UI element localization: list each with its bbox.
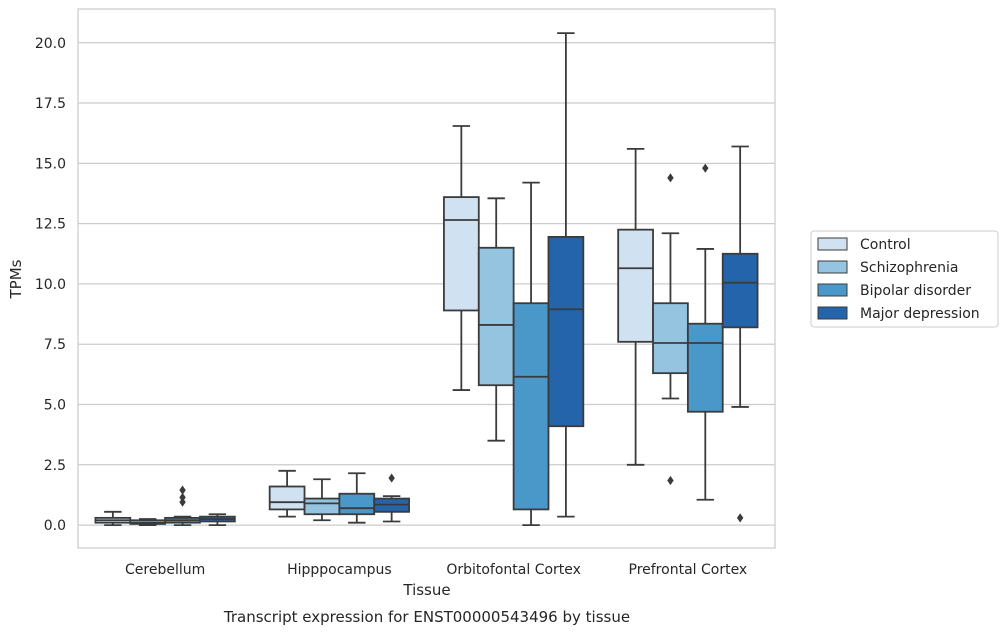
outlier-point	[179, 497, 186, 507]
y-tick-label: 5.0	[44, 398, 66, 414]
legend-entry: Schizophrenia	[860, 260, 958, 276]
box-schizophrenia	[129, 518, 167, 526]
box-control	[443, 125, 480, 391]
legend-entry: Control	[860, 237, 911, 253]
x-tick-label: Cerebellum	[125, 562, 205, 578]
outlier-point	[388, 473, 395, 483]
box-bipolar-disorder	[164, 485, 201, 526]
y-tick-label: 0.0	[44, 518, 66, 534]
y-tick-label: 20.0	[35, 36, 66, 52]
box-body	[338, 492, 376, 516]
legend-entry: Bipolar disorder	[860, 283, 971, 299]
box-body	[512, 302, 550, 511]
box-body	[443, 196, 480, 312]
legend-swatch	[817, 260, 848, 274]
legend-frame	[810, 230, 999, 328]
box-body	[268, 485, 306, 511]
box-body	[652, 302, 689, 375]
y-tick-labels: 0.0 2.5 5.0 7.5 10.0 12.5 15.0 17.5 20.0	[35, 36, 66, 534]
box-control	[94, 510, 132, 526]
box-bipolar-disorder	[512, 181, 550, 526]
outlier-point	[179, 492, 186, 502]
y-tick-label: 12.5	[35, 217, 66, 233]
outlier-point	[702, 163, 709, 173]
y-axis-label: TPMs	[7, 259, 25, 299]
x-tick-label: Prefrontal Cortex	[629, 562, 748, 578]
box-bipolar-disorder	[338, 472, 376, 524]
legend: Control Schizophrenia Bipolar disorder Majo…	[810, 230, 999, 328]
box-layer	[94, 32, 759, 526]
legend-swatch	[817, 237, 848, 251]
box-body	[547, 235, 585, 428]
outlier-point	[736, 513, 744, 523]
box-body	[303, 497, 341, 516]
box-major-depression	[373, 473, 410, 523]
legend-swatch	[817, 306, 848, 320]
box-schizophrenia	[652, 173, 689, 486]
box-body	[721, 252, 759, 329]
box-major-depression	[199, 513, 236, 526]
box-control	[268, 469, 306, 518]
box-major-depression	[721, 145, 759, 523]
y-tick-label: 15.0	[35, 156, 66, 172]
y-tick-label: 17.5	[35, 96, 66, 112]
box-body	[686, 322, 724, 413]
y-tick-label: 10.0	[35, 277, 66, 293]
box-schizophrenia	[477, 197, 515, 442]
box-schizophrenia	[303, 478, 341, 522]
box-control	[617, 147, 654, 466]
x-tick-label: Hipppocampus	[287, 562, 392, 578]
box-body	[477, 246, 515, 387]
box-bipolar-disorder	[686, 163, 724, 501]
outlier-point	[667, 475, 674, 486]
plot-frame	[77, 8, 776, 549]
y-tick-label: 2.5	[44, 458, 66, 474]
box-major-depression	[547, 32, 585, 518]
x-tick-label: Orbitofontal Cortex	[446, 562, 581, 578]
outlier-point	[179, 485, 186, 495]
legend-swatch	[817, 283, 848, 297]
chart-caption: Transcript expression for ENST0000054349…	[223, 608, 630, 626]
outlier-point	[667, 173, 674, 183]
box-body	[617, 228, 654, 343]
y-tick-label: 7.5	[44, 337, 66, 353]
x-tick-labels: Cerebellum Hipppocampus Orbitofontal Corte…	[125, 562, 747, 578]
grid-lines	[78, 42, 775, 526]
x-axis-label: Tissue	[402, 581, 450, 599]
legend-entry: Major depression	[860, 306, 980, 322]
